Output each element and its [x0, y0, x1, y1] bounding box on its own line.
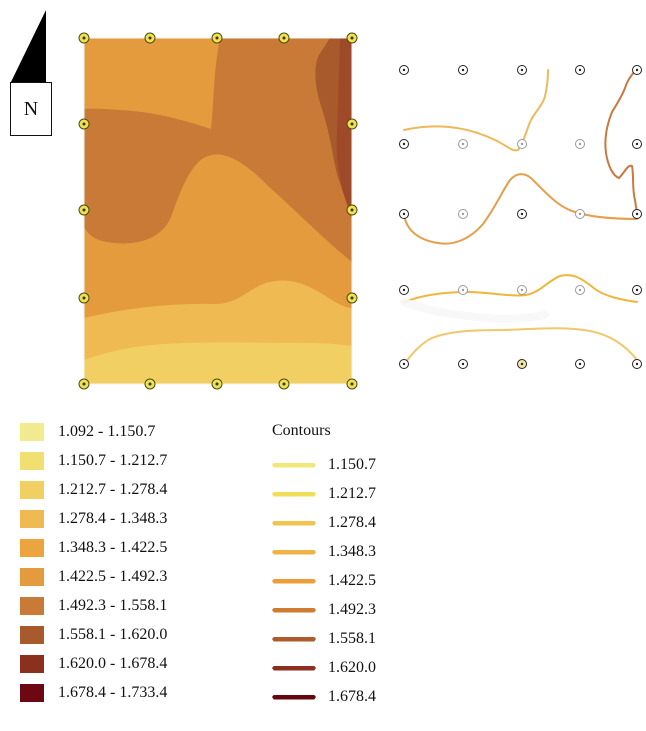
legend-swatch	[20, 626, 44, 644]
legend-label: 1.558.1 - 1.620.0	[58, 626, 168, 643]
legend-label: 1.092 - 1.150.7	[58, 423, 156, 440]
legend-item: 1.348.3 - 1.422.5	[20, 536, 300, 560]
legend-swatch	[20, 684, 44, 702]
right-contour-lines	[400, 68, 639, 365]
legend-label: 1.278.4 - 1.348.3	[58, 510, 168, 527]
legend-swatch	[20, 452, 44, 470]
legend-label: 1.678.4 - 1.733.4	[58, 684, 168, 701]
left-map-right-dark-edge	[336, 38, 352, 220]
north-label-box: N	[10, 82, 52, 136]
legend-item: 1.492.3 - 1.558.1	[20, 594, 300, 618]
legend-item: 1.150.7 - 1.212.7	[20, 449, 300, 473]
contour-line-swatch	[272, 607, 316, 613]
legend-label: 1.422.5 - 1.492.3	[58, 568, 168, 585]
north-arrow-icon	[10, 10, 46, 84]
contour-legend-item: 1.278.4	[272, 511, 422, 535]
contour-line-swatch	[272, 462, 316, 468]
contour-label: 1.212.7	[328, 485, 376, 502]
north-label: N	[23, 97, 39, 120]
left-map-top-right-dark-zone	[315, 38, 352, 218]
legend-item: 1.558.1 - 1.620.0	[20, 623, 300, 647]
contour-line-swatch	[272, 520, 316, 526]
legend-label: 1.150.7 - 1.212.7	[58, 452, 168, 469]
contour-legend-item: 1.492.3	[272, 598, 422, 622]
legend-item: 1.278.4 - 1.348.3	[20, 507, 300, 531]
contour-legend-item: 1.558.1	[272, 627, 422, 651]
left-map-upper-light-lobe	[84, 38, 220, 129]
contour-label: 1.620.0	[328, 659, 376, 676]
contour-legend-item: 1.620.0	[272, 656, 422, 680]
legend-swatch	[20, 597, 44, 615]
left-map-sample-points	[78, 32, 358, 390]
legend-swatch	[20, 568, 44, 586]
legend-label: 1.348.3 - 1.422.5	[58, 539, 168, 556]
contour-legend-item: 1.212.7	[272, 482, 422, 506]
contour-map-graphic	[78, 32, 642, 390]
legend-item: 1.422.5 - 1.492.3	[20, 565, 300, 589]
contour-legend-item: 1.422.5	[272, 569, 422, 593]
contour-legend-item: 1.150.7	[272, 453, 422, 477]
legend-swatch	[20, 510, 44, 528]
contour-line-swatch	[272, 665, 316, 671]
contour-line-swatch	[272, 694, 316, 700]
legend-label: 1.212.7 - 1.278.4	[58, 481, 168, 498]
north-arrow-block: N	[10, 10, 52, 136]
legend-item: 1.092 - 1.150.7	[20, 420, 300, 444]
contour-label: 1.492.3	[328, 601, 376, 618]
contour-label: 1.348.3	[328, 543, 376, 560]
contour-label: 1.422.5	[328, 572, 376, 589]
legend-label: 1.492.3 - 1.558.1	[58, 597, 168, 614]
legend-swatch	[20, 539, 44, 557]
contour-line-swatch	[272, 636, 316, 642]
legend-swatch	[20, 423, 44, 441]
contour-legend-item: 1.348.3	[272, 540, 422, 564]
contour-line-swatch	[272, 578, 316, 584]
contour-label: 1.558.1	[328, 630, 376, 647]
legend-swatch	[20, 655, 44, 673]
left-map-band-1278	[84, 342, 352, 384]
contour-label: 1.278.4	[328, 514, 376, 531]
contour-label: 1.678.4	[328, 688, 376, 705]
legend-item: 1.620.0 - 1.678.4	[20, 652, 300, 676]
contour-line-swatch	[272, 491, 316, 497]
contour-label: 1.150.7	[328, 456, 376, 473]
legend-item: 1.678.4 - 1.733.4	[20, 681, 300, 705]
contour-legend-item: 1.678.4	[272, 685, 422, 709]
legend-item: 1.212.7 - 1.278.4	[20, 478, 300, 502]
legend-swatch	[20, 481, 44, 499]
contour-line-swatch	[272, 549, 316, 555]
legend-label: 1.620.0 - 1.678.4	[58, 655, 168, 672]
right-sample-points	[399, 65, 642, 369]
contour-legend-title: Contours	[272, 422, 331, 439]
